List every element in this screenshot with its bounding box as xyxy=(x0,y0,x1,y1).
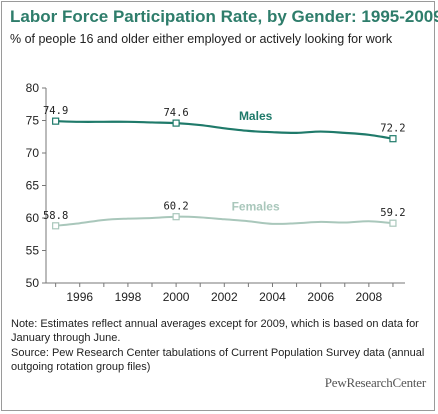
males-data-label: 74.9 xyxy=(43,105,68,117)
females-series-line xyxy=(55,215,394,227)
females-data-label: 60.2 xyxy=(163,201,188,213)
males-series-label: Males xyxy=(239,109,273,123)
females-point-marker xyxy=(52,222,60,230)
males-data-label: 74.6 xyxy=(163,107,188,119)
females-data-label: 58.8 xyxy=(43,210,68,222)
x-tick-label: 1998 xyxy=(115,290,142,304)
x-tick-label: 2000 xyxy=(163,290,190,304)
x-tick-label: 1996 xyxy=(66,290,93,304)
x-tick-label: 2002 xyxy=(211,290,238,304)
y-tick-label: 60 xyxy=(26,211,40,225)
x-tick-label: 2004 xyxy=(259,290,286,304)
chart-title: Labor Force Participation Rate, by Gende… xyxy=(10,7,438,26)
females-point-marker xyxy=(172,213,180,221)
chart-source: Source: Pew Research Center tabulations … xyxy=(11,347,425,373)
y-tick-label: 55 xyxy=(26,244,40,258)
males-point-marker xyxy=(52,117,60,125)
females-series-label: Females xyxy=(232,199,280,213)
x-tick-label: 2006 xyxy=(307,290,334,304)
males-data-label: 72.2 xyxy=(380,123,405,135)
y-tick-label: 70 xyxy=(26,146,40,160)
chart-subtitle: % of people 16 and older either employed… xyxy=(10,32,393,46)
y-tick-label: 80 xyxy=(26,81,40,95)
chart-note: Note: Estimates reflect annual averages … xyxy=(11,318,419,344)
x-tick-label: 2008 xyxy=(356,290,383,304)
pew-logo: PewResearchCenter xyxy=(324,375,426,390)
females-point-marker xyxy=(389,219,397,227)
males-point-marker xyxy=(389,135,397,143)
y-tick-label: 75 xyxy=(26,114,40,128)
females-data-label: 59.2 xyxy=(380,207,405,219)
y-tick-label: 65 xyxy=(26,179,40,193)
males-series-line xyxy=(55,120,394,140)
males-point-marker xyxy=(172,119,180,127)
y-tick-label: 50 xyxy=(26,276,40,290)
